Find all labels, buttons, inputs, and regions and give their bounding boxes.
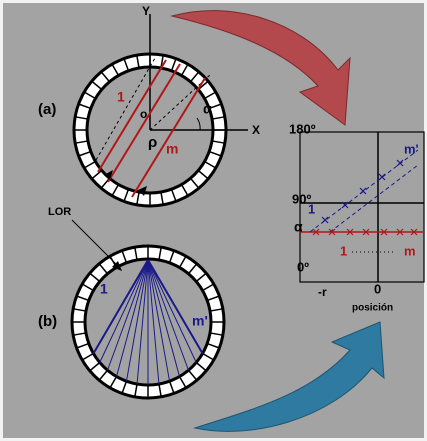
trace-label: m' [404, 141, 419, 156]
y-label: α [294, 219, 303, 235]
row-label: 1 [340, 243, 347, 258]
origin-label: o [140, 107, 147, 121]
row-label: m [404, 243, 416, 258]
line-label: 1 [117, 89, 125, 105]
line-label: m [166, 141, 178, 157]
x-label: 0 [374, 281, 381, 296]
line-label: m' [192, 313, 208, 329]
panel-label: (a) [38, 101, 56, 118]
axis-label: Y [142, 4, 150, 18]
axis-label: X [252, 123, 260, 137]
x-title: posición [352, 303, 393, 314]
lor-label: LOR [48, 206, 71, 218]
panel-label: (b) [38, 313, 57, 330]
x-label: -r [318, 285, 327, 299]
trace-label: 1 [308, 201, 315, 216]
line-label: 1 [100, 281, 108, 297]
alpha-label: α [203, 101, 212, 117]
y-label: 180º [289, 121, 316, 136]
diagram: (a) Y X o ρ α 1 m (b) LOR 1 m' 180º 90º … [0, 0, 427, 441]
y-label: 0º [297, 259, 309, 274]
rho-label: ρ [148, 134, 157, 151]
